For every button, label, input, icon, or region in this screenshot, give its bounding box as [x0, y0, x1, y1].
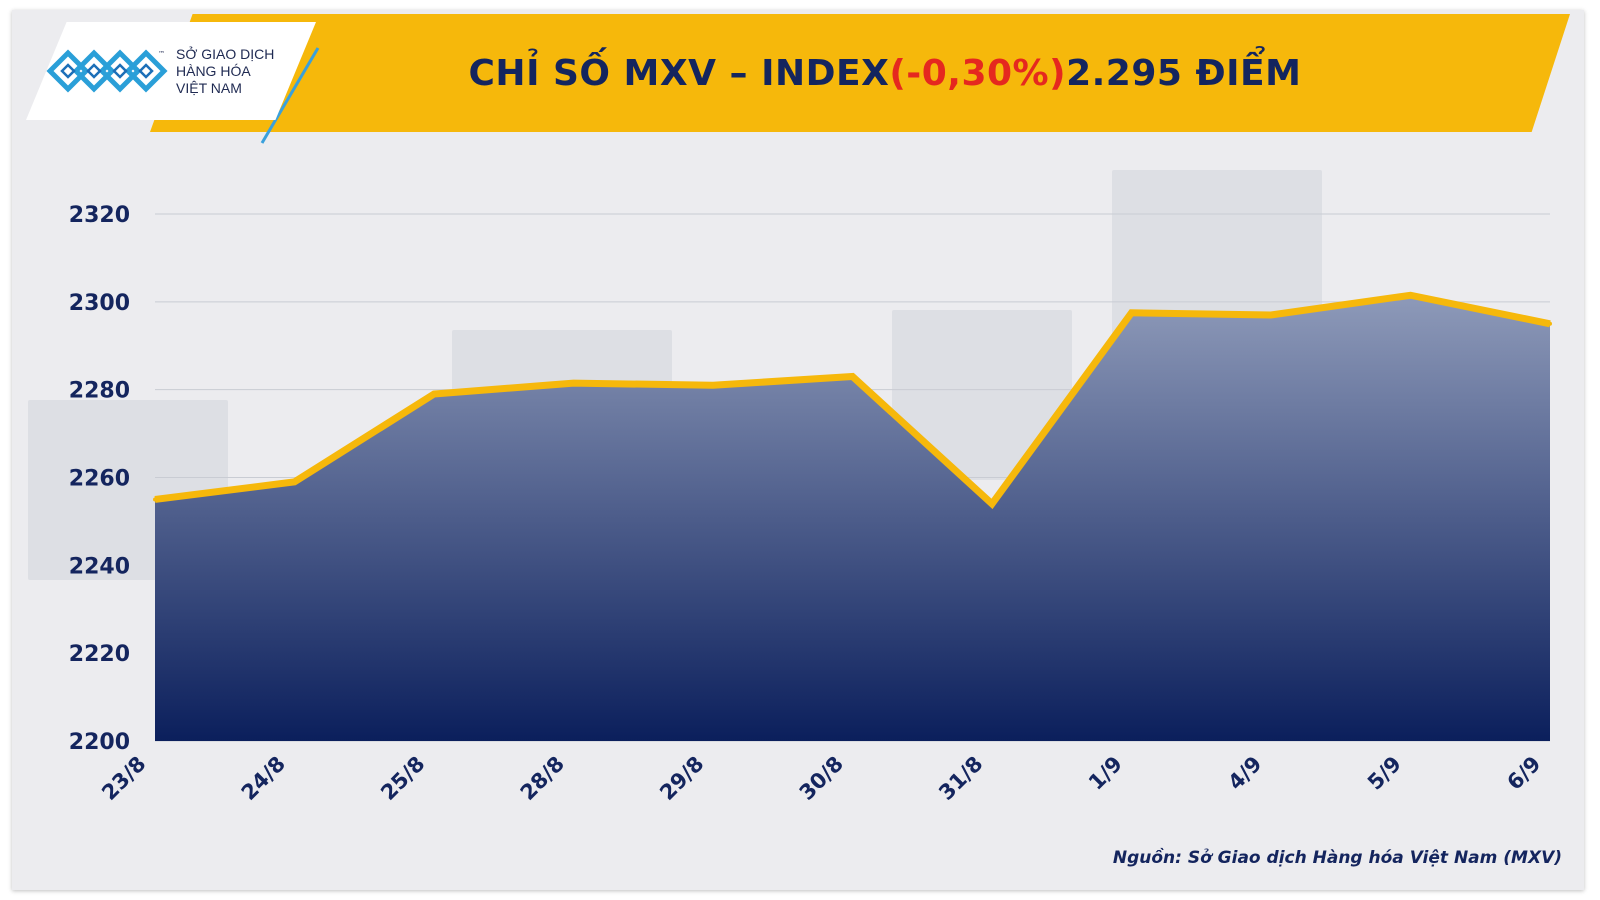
source-note: Nguồn: Sở Giao dịch Hàng hóa Việt Nam (M…: [1112, 848, 1562, 868]
y-tick-label: 2260: [69, 467, 130, 492]
x-tick-label: 28/8: [516, 752, 569, 805]
title-change-percent: (-0,30%): [889, 52, 1067, 94]
data-point-30/8: [850, 374, 855, 379]
x-tick-label: 6/9: [1502, 752, 1545, 795]
x-tick-label: 24/8: [237, 752, 290, 805]
x-tick-label: 23/8: [97, 752, 150, 805]
data-point-23/8: [153, 497, 157, 502]
y-tick-label: 2280: [69, 379, 130, 404]
mxv-logo-icon: [46, 49, 168, 93]
logo-line-3: VIỆT NAM: [176, 80, 242, 96]
data-point-29/8: [711, 383, 715, 388]
logo-text: SỞ GIAO DỊCH HÀNG HÓA VIỆT NAM: [176, 46, 306, 97]
data-point-5/9: [1408, 293, 1413, 298]
title-main: CHỈ SỐ MXV – INDEX: [468, 52, 890, 94]
data-point-4/9: [1269, 313, 1273, 318]
data-point-6/9: [1548, 321, 1552, 326]
logo-line-1: SỞ GIAO DỊCH: [176, 46, 275, 62]
series-area: [153, 291, 1552, 741]
data-point-31/8: [990, 501, 994, 506]
data-point-1/9: [1129, 310, 1134, 315]
y-axis-ticks: 2200 2220 2240 2260 2280 2300 2320: [69, 203, 130, 755]
area-fill: [155, 295, 1550, 741]
data-point-28/8: [571, 381, 576, 386]
data-point-25/8: [432, 392, 436, 397]
x-tick-label: 4/9: [1223, 752, 1266, 795]
x-tick-label: 1/9: [1084, 752, 1127, 795]
x-tick-label: 31/8: [934, 752, 987, 805]
x-axis-ticks: 23/8 24/8 25/8 28/8 29/8 30/8 31/8 1/9 4/9 5/9 6/9: [97, 752, 1545, 805]
data-point-24/8: [292, 479, 297, 484]
y-tick-label: 2220: [69, 642, 130, 667]
y-tick-label: 2240: [69, 554, 130, 579]
x-tick-label: 29/8: [655, 752, 708, 805]
chart-title: CHỈ SỐ MXV – INDEX (-0,30%) 2.295 ĐIỂM: [300, 14, 1470, 132]
y-tick-label: 2300: [69, 291, 130, 316]
x-tick-label: 30/8: [795, 752, 848, 805]
logo-trademark: ™: [158, 50, 165, 58]
title-value: 2.295 ĐIỂM: [1066, 52, 1302, 94]
x-tick-label: 25/8: [376, 752, 429, 805]
logo-line-2: HÀNG HÓA: [176, 63, 251, 79]
x-tick-label: 5/9: [1363, 752, 1406, 795]
y-tick-label: 2200: [69, 730, 130, 755]
y-tick-label: 2320: [69, 203, 130, 228]
title-banner: [150, 14, 1570, 132]
